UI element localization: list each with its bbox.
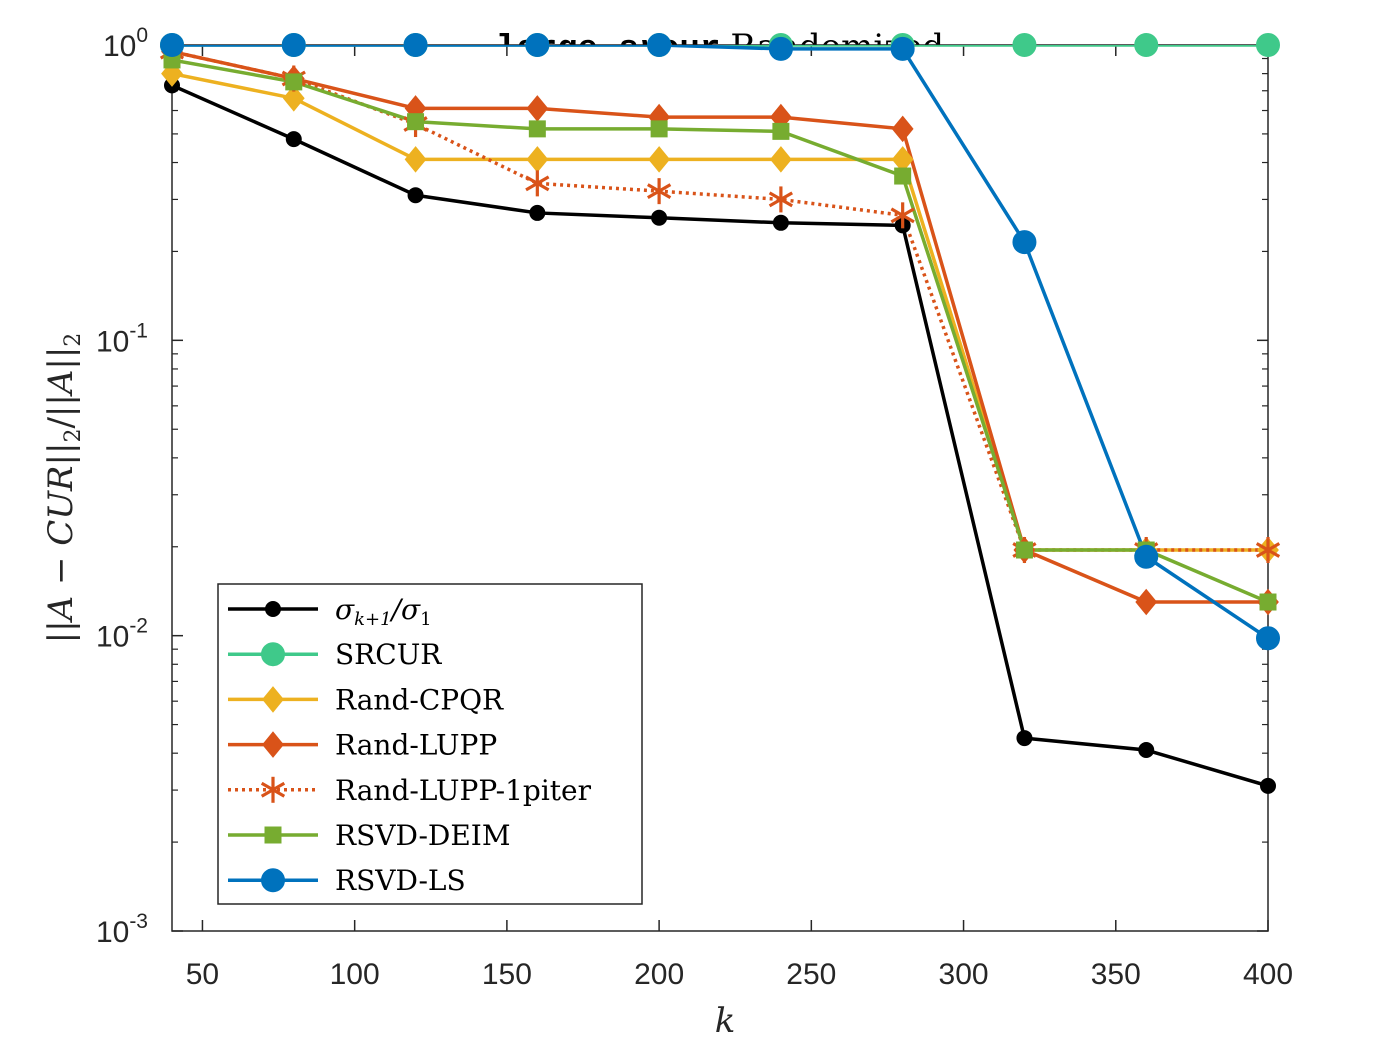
legend-marker	[265, 601, 281, 617]
y-axis-label: ||A − CUR||2/||A||2	[41, 333, 86, 644]
legend-item: Rand-LUPP-1piter	[228, 774, 592, 807]
legend-marker	[260, 776, 286, 803]
legend-marker	[261, 868, 285, 893]
data-point-2	[282, 85, 305, 112]
y-tick-label: 10-1	[96, 319, 148, 358]
marker-layer	[159, 33, 1281, 794]
data-point-5	[285, 73, 303, 91]
legend-label: SRCUR	[335, 638, 442, 671]
legend-item: RSVD-DEIM	[228, 819, 511, 852]
legend-item: Rand-CPQR	[228, 683, 504, 716]
legend-item: Rand-LUPP	[228, 729, 497, 762]
y-tick-label: 100	[103, 24, 148, 63]
x-tick-label: 300	[939, 958, 989, 991]
data-point-0	[1260, 777, 1276, 794]
legend-item: σk+1/σ1	[228, 593, 432, 630]
data-point-0	[529, 204, 546, 221]
y-tick-label: 10-2	[96, 615, 148, 654]
data-point-5	[1259, 593, 1277, 611]
legend-label: RSVD-DEIM	[335, 819, 511, 852]
data-point-6	[403, 33, 428, 57]
data-point-0	[407, 187, 424, 204]
x-tick-label: 150	[482, 958, 532, 991]
data-point-6	[1012, 230, 1037, 255]
data-point-4	[647, 178, 672, 205]
data-point-6	[890, 36, 915, 61]
x-tick-label: 400	[1243, 958, 1293, 991]
x-tick-label: 200	[634, 958, 684, 991]
series-line-3	[172, 49, 1268, 604]
data-point-5	[894, 167, 912, 185]
y-tick-label: 10-3	[96, 910, 148, 949]
y-tick-labels: 10-3 10-2 10-1 100	[96, 24, 148, 949]
data-point-0	[1016, 730, 1033, 747]
data-point-6	[1256, 626, 1280, 651]
data-point-3	[1135, 588, 1158, 616]
series-line-0	[172, 83, 1268, 788]
x-axis-label: k	[715, 1001, 736, 1041]
data-point-6	[281, 33, 306, 57]
data-point-2	[648, 146, 671, 173]
data-point-1	[1012, 33, 1037, 57]
data-point-5	[528, 120, 546, 138]
data-point-6	[160, 33, 184, 57]
data-point-2	[769, 146, 792, 173]
data-point-5	[650, 120, 668, 138]
x-tick-label: 50	[186, 958, 219, 991]
legend-label: Rand-LUPP	[335, 729, 497, 762]
series-line-5	[172, 58, 1268, 604]
data-point-6	[1134, 544, 1159, 569]
data-point-4	[768, 186, 793, 213]
data-point-6	[525, 33, 550, 57]
legend-marker	[261, 642, 285, 667]
legend-marker	[262, 686, 284, 713]
data-point-5	[407, 113, 425, 131]
data-point-0	[1138, 742, 1155, 759]
data-point-0	[772, 214, 789, 231]
x-tick-label: 100	[330, 958, 380, 991]
legend-marker	[264, 826, 282, 844]
legend-label: RSVD-LS	[335, 864, 466, 897]
series-layer	[172, 45, 1268, 788]
data-point-0	[285, 131, 302, 148]
legend-marker	[262, 731, 284, 758]
data-point-4	[890, 202, 915, 229]
legend-label: Rand-CPQR	[335, 683, 504, 716]
legend: σk+1/σ1 SRCUR Rand-CPQR Rand-LUPP Rand-LUPP-…	[217, 583, 643, 905]
data-point-1	[1134, 33, 1159, 57]
x-tick-label: 350	[1091, 958, 1141, 991]
data-point-0	[651, 209, 668, 226]
data-point-4	[1255, 537, 1281, 564]
x-tick-label: 250	[786, 958, 836, 991]
x-tick-labels: 50 100 150 200 250 300 350 400	[186, 958, 1293, 991]
legend-item: SRCUR	[228, 638, 442, 671]
legend-label: σk+1/σ1	[335, 593, 432, 630]
series-line-6	[172, 45, 1268, 640]
data-point-5	[1015, 541, 1033, 559]
data-point-1	[1256, 33, 1280, 57]
data-point-3	[891, 115, 914, 143]
legend-label: Rand-LUPP-1piter	[335, 774, 592, 807]
svg-text:||A − CUR||2/||A||2: ||A − CUR||2/||A||2	[41, 333, 86, 644]
legend-item: RSVD-LS	[228, 864, 466, 897]
data-point-5	[772, 122, 790, 140]
data-point-6	[647, 33, 672, 57]
data-point-6	[768, 36, 793, 61]
data-point-4	[525, 170, 550, 197]
data-point-2	[404, 146, 427, 173]
